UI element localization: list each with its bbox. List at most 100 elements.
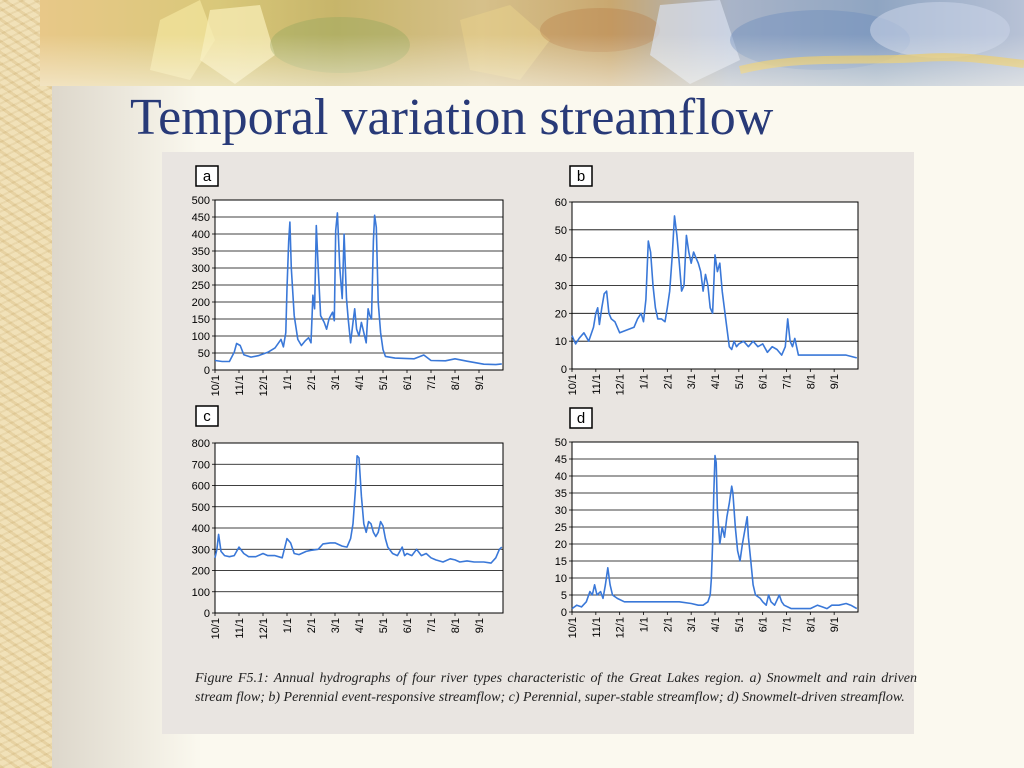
y-tick-label: 0 — [561, 364, 567, 376]
x-tick-label: 9/1 — [829, 617, 841, 632]
x-tick-label: 12/1 — [258, 375, 270, 396]
x-tick-label: 2/1 — [306, 375, 318, 390]
x-tick-label: 3/1 — [330, 618, 342, 633]
x-tick-label: 10/1 — [567, 617, 579, 638]
x-tick-label: 4/1 — [710, 374, 722, 389]
x-tick-label: 7/1 — [782, 617, 794, 632]
x-tick-label: 10/1 — [567, 374, 579, 395]
panel-label-b: b — [569, 165, 593, 187]
x-tick-label: 2/1 — [662, 374, 674, 389]
y-tick-label: 50 — [555, 225, 567, 237]
x-tick-label: 2/1 — [306, 618, 318, 633]
x-tick-label: 8/1 — [805, 617, 817, 632]
x-tick-label: 5/1 — [378, 375, 390, 390]
x-tick-label: 9/1 — [474, 375, 486, 390]
decorative-left-strip — [0, 0, 52, 768]
x-tick-label: 7/1 — [426, 618, 438, 633]
y-tick-label: 150 — [192, 314, 210, 326]
y-tick-label: 40 — [555, 253, 567, 265]
y-tick-label: 300 — [192, 263, 210, 275]
streamflow-line — [214, 212, 502, 366]
x-tick-label: 9/1 — [829, 374, 841, 389]
x-tick-label: 11/1 — [234, 375, 246, 396]
x-tick-label: 6/1 — [758, 617, 770, 632]
x-tick-label: 10/1 — [210, 618, 222, 639]
panel-label-text: b — [577, 168, 585, 185]
figure-caption: Figure F5.1: Annual hydrographs of four … — [195, 671, 917, 705]
y-tick-label: 700 — [192, 459, 210, 471]
y-tick-label: 200 — [192, 566, 210, 578]
x-tick-label: 9/1 — [474, 618, 486, 633]
y-tick-label: 20 — [555, 539, 567, 551]
y-tick-label: 400 — [192, 523, 210, 535]
x-tick-label: 2/1 — [662, 617, 674, 632]
slide-title: Temporal variation streamflow — [130, 89, 774, 146]
x-tick-label: 6/1 — [402, 375, 414, 390]
x-tick-label: 6/1 — [402, 618, 414, 633]
y-tick-label: 50 — [198, 348, 210, 360]
hydrograph-c: c 0 100 200 300 400 500 600 700 800 10/1 11/1 12/1 1/… — [192, 405, 504, 639]
x-tick-label: 5/1 — [378, 618, 390, 633]
y-tick-label: 45 — [555, 454, 567, 466]
x-tick-label: 1/1 — [639, 374, 651, 389]
hydrograph-d: d 0 5 10 15 20 25 30 35 40 45 50 10/1 11/1 12/1 1/1 2/1 3… — [555, 407, 859, 638]
y-tick-label: 30 — [555, 281, 567, 293]
y-tick-label: 800 — [192, 438, 210, 450]
x-tick-label: 8/1 — [805, 374, 817, 389]
y-tick-label: 60 — [555, 197, 567, 209]
panel-label-d: d — [569, 407, 593, 429]
hydrograph-b: b 0 10 20 30 40 50 60 10/1 11/1 12/1 1/1 2/1 3/1 4/1 5/… — [555, 165, 859, 395]
x-tick-label: 1/1 — [639, 617, 651, 632]
x-tick-label: 12/1 — [615, 374, 627, 395]
x-tick-label: 1/1 — [282, 618, 294, 633]
panel-label-a: a — [195, 165, 219, 187]
x-tick-label: 3/1 — [686, 374, 698, 389]
hydrograph-a: a 0 50 100 150 200 250 300 350 400 450 500 10/1 11/1 1… — [192, 165, 504, 396]
x-tick-label: 7/1 — [426, 375, 438, 390]
streamflow-line — [571, 454, 858, 610]
x-tick-label: 11/1 — [591, 617, 603, 638]
banner-fade — [40, 0, 1024, 86]
y-tick-label: 300 — [192, 544, 210, 556]
x-tick-label: 7/1 — [782, 374, 794, 389]
panel-label-c: c — [195, 405, 219, 427]
y-tick-label: 15 — [555, 556, 567, 568]
panel-label-text: c — [203, 408, 211, 425]
y-tick-label: 500 — [192, 195, 210, 207]
y-tick-label: 20 — [555, 308, 567, 320]
decorative-top-banner — [40, 0, 1024, 86]
x-tick-label: 11/1 — [234, 618, 246, 639]
panel-label-text: a — [203, 168, 212, 185]
y-tick-label: 0 — [561, 607, 567, 619]
y-tick-label: 200 — [192, 297, 210, 309]
y-tick-label: 100 — [192, 331, 210, 343]
y-tick-label: 10 — [555, 573, 567, 585]
x-tick-label: 10/1 — [210, 375, 222, 396]
y-tick-label: 250 — [192, 280, 210, 292]
y-tick-label: 400 — [192, 229, 210, 241]
y-tick-label: 100 — [192, 587, 210, 599]
y-tick-label: 5 — [561, 590, 567, 602]
x-tick-label: 11/1 — [591, 374, 603, 395]
x-tick-label: 8/1 — [450, 618, 462, 633]
x-tick-label: 6/1 — [758, 374, 770, 389]
y-tick-label: 600 — [192, 481, 210, 493]
x-tick-label: 5/1 — [734, 374, 746, 389]
y-tick-label: 0 — [204, 365, 210, 377]
x-tick-label: 1/1 — [282, 375, 294, 390]
panel-label-text: d — [577, 410, 585, 427]
y-tick-label: 40 — [555, 471, 567, 483]
x-tick-label: 3/1 — [686, 617, 698, 632]
y-tick-label: 0 — [204, 608, 210, 620]
y-tick-label: 50 — [555, 437, 567, 449]
x-tick-label: 4/1 — [710, 617, 722, 632]
x-tick-label: 4/1 — [354, 375, 366, 390]
x-tick-label: 5/1 — [734, 617, 746, 632]
y-tick-label: 10 — [555, 336, 567, 348]
x-tick-label: 12/1 — [258, 618, 270, 639]
y-tick-label: 25 — [555, 522, 567, 534]
x-tick-label: 4/1 — [354, 618, 366, 633]
x-tick-label: 12/1 — [615, 617, 627, 638]
streamflow-line — [214, 455, 503, 564]
y-tick-label: 35 — [555, 488, 567, 500]
